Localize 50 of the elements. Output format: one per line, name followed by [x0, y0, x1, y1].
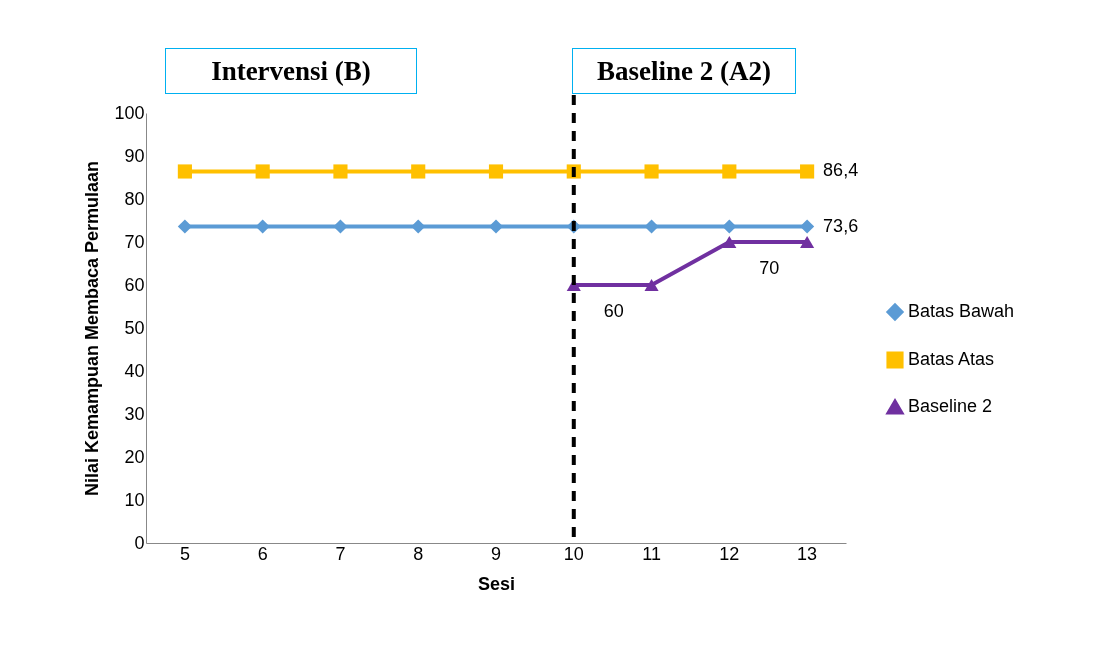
- legend-label: Batas Bawah: [908, 301, 1015, 321]
- point: [722, 235, 737, 249]
- y-tick-label: 100: [114, 102, 145, 123]
- point: [255, 164, 270, 179]
- point: [800, 219, 815, 234]
- y-tick-label: 30: [124, 403, 145, 424]
- data-label: 73,6: [823, 215, 859, 236]
- x-tick-label: 7: [335, 543, 346, 564]
- y-tick-label: 90: [124, 145, 145, 166]
- point: [177, 219, 192, 234]
- point: [644, 164, 659, 179]
- point: [488, 219, 504, 234]
- point: [333, 219, 348, 234]
- x-tick-label: 13: [797, 543, 818, 564]
- point: [411, 164, 426, 179]
- y-tick-label: 0: [134, 532, 145, 553]
- x-tick-label: 5: [179, 543, 190, 564]
- y-tick-label: 50: [124, 317, 145, 338]
- point: [177, 164, 192, 179]
- data-label: 70: [759, 258, 780, 278]
- x-axis-title: Sesi: [477, 573, 516, 594]
- x-tick-label: 10: [563, 543, 584, 564]
- y-tick-label: 60: [124, 274, 145, 295]
- y-axis-title: Nilai Kemampuan Membaca Permulaan: [82, 160, 103, 497]
- legend-label: Batas Atas: [908, 349, 995, 369]
- y-tick-label: 70: [124, 231, 145, 252]
- x-tick-label: 11: [642, 543, 661, 564]
- text: Baseline 2 (A2): [572, 48, 796, 94]
- data-label: 86,4: [823, 160, 859, 181]
- x-tick-label: 8: [413, 543, 424, 564]
- legend-label: Baseline 2: [908, 396, 993, 416]
- point: [411, 219, 426, 234]
- y-tick-label: 80: [124, 188, 145, 209]
- point: [255, 219, 270, 234]
- point: [800, 164, 815, 179]
- point: [800, 235, 815, 249]
- point: [333, 164, 348, 179]
- point: [644, 219, 659, 234]
- x-tick-label: 6: [257, 543, 268, 564]
- data-label: 60: [603, 301, 624, 321]
- x-tick-label: 12: [719, 543, 740, 564]
- y-tick-label: 10: [124, 489, 145, 510]
- x-tick-label: 9: [490, 543, 502, 564]
- point: [722, 219, 737, 234]
- point: [644, 278, 659, 292]
- point: [722, 164, 737, 179]
- point: [488, 164, 504, 179]
- text: Intervensi (B): [165, 48, 417, 94]
- y-tick-label: 20: [124, 446, 145, 467]
- y-tick-label: 40: [124, 360, 145, 381]
